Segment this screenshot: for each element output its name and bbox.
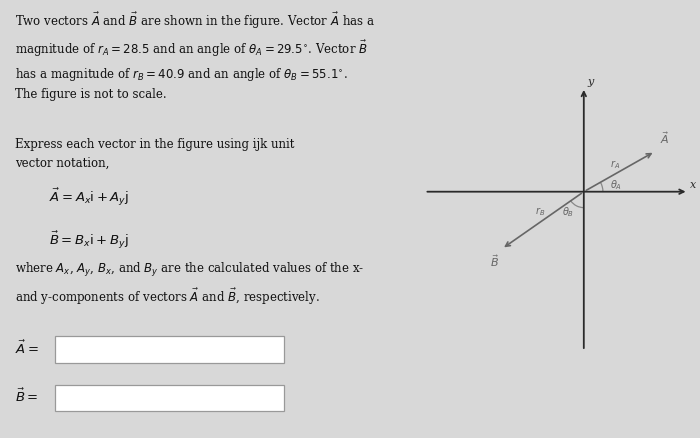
- Text: $\vec{B} =$: $\vec{B} =$: [15, 388, 38, 405]
- Text: x: x: [690, 180, 696, 190]
- Text: $\vec{A}$: $\vec{A}$: [659, 130, 669, 146]
- FancyBboxPatch shape: [55, 385, 284, 411]
- Text: $\theta_B$: $\theta_B$: [561, 205, 574, 219]
- Text: Express each vector in the figure using ijk unit
vector notation,: Express each vector in the figure using …: [15, 138, 295, 170]
- FancyBboxPatch shape: [55, 336, 284, 363]
- Text: $\theta_A$: $\theta_A$: [610, 178, 622, 192]
- Text: $\vec{B}$: $\vec{B}$: [490, 254, 499, 269]
- Text: $r_A$: $r_A$: [610, 158, 620, 171]
- Text: $\vec{A} =$: $\vec{A} =$: [15, 339, 39, 357]
- Text: $\vec{A} = A_x\mathrm{i} + A_y\mathrm{j}$: $\vec{A} = A_x\mathrm{i} + A_y\mathrm{j}…: [49, 186, 129, 208]
- Text: Two vectors $\vec{A}$ and $\vec{B}$ are shown in the figure. Vector $\vec{A}$ ha: Two vectors $\vec{A}$ and $\vec{B}$ are …: [15, 11, 375, 101]
- Text: $\vec{B} = B_x\mathrm{i} + B_y\mathrm{j}$: $\vec{B} = B_x\mathrm{i} + B_y\mathrm{j}…: [49, 230, 128, 251]
- Text: $r_B$: $r_B$: [536, 206, 545, 219]
- Text: where $A_x$, $A_y$, $B_x$, and $B_y$ are the calculated values of the x-
and y-c: where $A_x$, $A_y$, $B_x$, and $B_y$ are…: [15, 261, 365, 307]
- Text: y: y: [587, 77, 594, 87]
